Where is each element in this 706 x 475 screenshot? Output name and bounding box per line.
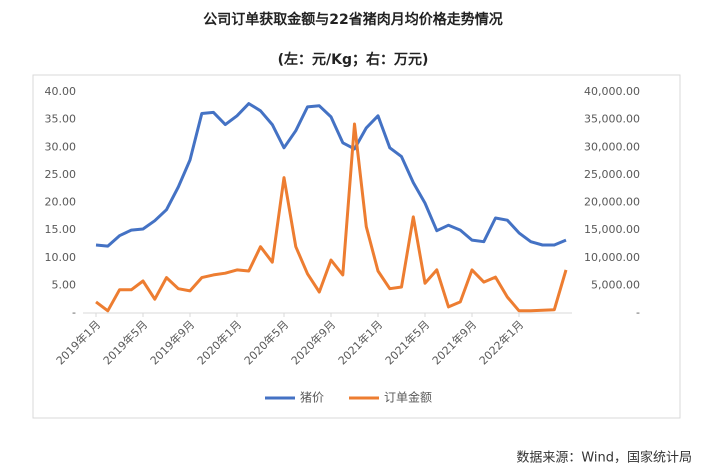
series-line — [95, 122, 568, 313]
y2-tick-label: 10,000.00 — [584, 251, 640, 264]
series-line — [95, 102, 567, 248]
y-tick-label: 40.00 — [45, 85, 77, 98]
x-tick-label: 2022年1月 — [476, 317, 526, 367]
x-tick-label: 2021年5月 — [382, 317, 432, 367]
y-tick-label: 35.00 — [45, 113, 77, 126]
y2-tick-label: 35,000.00 — [584, 113, 640, 126]
y2-tick-label: - — [636, 306, 640, 319]
x-tick-label: 2020年5月 — [241, 317, 291, 367]
source-note: 数据来源：Wind，国家统计局 — [516, 450, 692, 466]
legend-label: 订单金额 — [384, 390, 432, 405]
x-tick-label: 2020年9月 — [288, 317, 338, 367]
y-tick-label: 20.00 — [45, 196, 77, 209]
y2-tick-label: 20,000.00 — [584, 196, 640, 209]
y2-tick-label: 40,000.00 — [584, 85, 640, 98]
x-tick-label: 2020年1月 — [194, 317, 244, 367]
y2-tick-label: 30,000.00 — [584, 140, 640, 153]
y-tick-label: 5.00 — [52, 278, 77, 291]
x-tick-label: 2021年1月 — [335, 317, 385, 367]
y-tick-label: 25.00 — [45, 168, 77, 181]
chart-title: 公司订单获取金额与22省猪肉月均价格走势情况 — [203, 11, 502, 28]
chart-frame — [32, 74, 681, 419]
x-tick-label: 2019年5月 — [100, 317, 150, 367]
x-tick-label: 2019年9月 — [147, 317, 197, 367]
y-tick-label: - — [72, 306, 76, 319]
x-tick-label: 2019年1月 — [53, 317, 103, 367]
y-tick-label: 30.00 — [45, 140, 77, 153]
y-tick-label: 10.00 — [45, 251, 77, 264]
chart-subtitle: (左：元/Kg；右：万元) — [278, 51, 429, 68]
y2-tick-label: 25,000.00 — [584, 168, 640, 181]
x-tick-label: 2021年9月 — [429, 317, 479, 367]
y-tick-label: 15.00 — [45, 223, 77, 236]
legend-label: 猪价 — [300, 391, 324, 405]
y2-tick-label: 15,000.00 — [584, 223, 640, 236]
y2-tick-label: 5,000.00 — [591, 278, 640, 291]
